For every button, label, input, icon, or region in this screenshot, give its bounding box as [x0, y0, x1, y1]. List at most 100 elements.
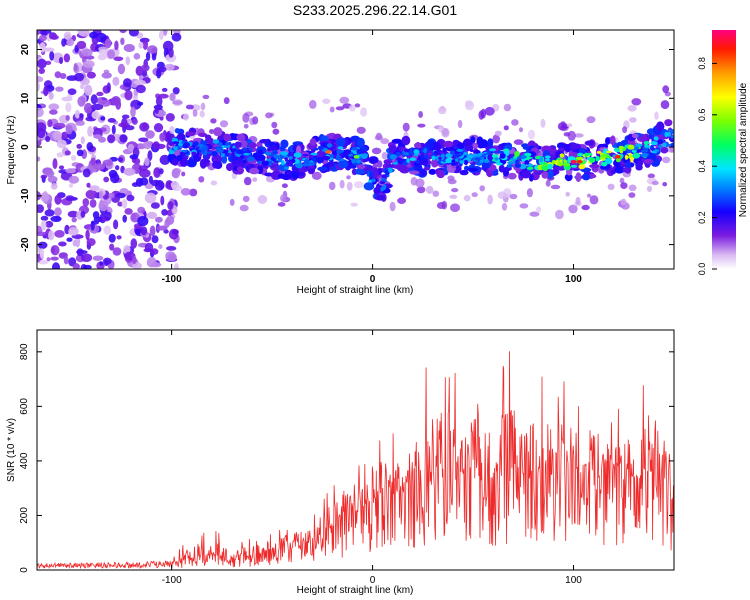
spectrogram-blob — [103, 225, 112, 235]
spectrogram-blob — [130, 238, 138, 249]
spectrogram-core-blob — [421, 159, 429, 166]
spectrogram-ridge-blob — [198, 132, 208, 137]
spectrogram-blob — [86, 182, 91, 188]
spectrogram-core-blob — [618, 145, 624, 150]
spectrogram-blob — [125, 56, 131, 66]
spectrogram-x-axis-label: Height of straight line (km) — [297, 285, 414, 296]
spectrogram-core-blob — [398, 158, 406, 162]
spectrogram-core-blob — [515, 159, 519, 165]
spectrogram-blob — [339, 179, 345, 189]
spectrogram-blob — [115, 165, 120, 171]
spectrogram-core-blob — [348, 153, 354, 157]
spectrogram-core-blob — [653, 136, 659, 142]
spectrogram-ridge-blob — [248, 142, 257, 149]
spectrogram-core-blob — [265, 151, 272, 156]
spectrogram-core-blob — [369, 171, 374, 178]
spectrogram-core-blob — [225, 141, 229, 146]
spectrogram-blob — [76, 143, 82, 149]
spectrogram-blob — [46, 257, 51, 262]
spectrogram-blob — [66, 38, 75, 47]
spectrogram-blob — [102, 159, 113, 167]
spectrogram-blob — [128, 30, 139, 37]
spectrogram-y-tick-label: -10 — [20, 188, 31, 203]
spectrogram-blob — [112, 76, 120, 86]
spectrogram-core-blob — [627, 144, 635, 150]
spectrogram-core-blob — [245, 150, 252, 154]
spectrogram-core-blob — [172, 141, 180, 145]
spectrogram-ridge-blob — [564, 173, 573, 182]
spectrogram-blob — [97, 54, 107, 61]
colorbar-ticks: 0.0 0.2 0.4 0.6 0.8 — [697, 57, 717, 275]
snr-x-axis-label: Height of straight line (km) — [297, 585, 414, 596]
spectrogram-blob — [540, 118, 546, 128]
spectrogram-ridge-blob — [255, 154, 266, 161]
spectrogram-ridge-blob — [375, 194, 385, 201]
spectrogram-blob — [132, 256, 137, 265]
spectrogram-core-blob — [479, 159, 484, 164]
spectrogram-core-blob — [280, 151, 289, 156]
spectrogram-blob — [252, 177, 258, 182]
spectrogram-y-tick-label: 10 — [20, 92, 31, 104]
spectrogram-blob — [158, 244, 163, 250]
spectrogram-ridge-blob — [614, 166, 625, 174]
spectrogram-blob — [167, 253, 177, 262]
spectrogram-blob — [200, 102, 206, 111]
spectrogram-blob — [142, 122, 147, 130]
spectrogram-blob — [107, 118, 116, 123]
spectrogram-blob — [37, 81, 40, 92]
spectrogram-blob — [163, 229, 169, 234]
spectrogram-blob — [376, 160, 383, 168]
spectrogram-core-blob — [473, 149, 481, 154]
spectrogram-blob — [151, 53, 157, 61]
spectrogram-blob — [161, 209, 168, 216]
spectrogram-core-blob — [283, 166, 289, 170]
spectrogram-core-blob — [526, 166, 534, 170]
spectrogram-blob — [265, 112, 273, 119]
spectrogram-core-blob — [615, 158, 621, 163]
spectrogram-x-tick-label: 100 — [565, 274, 582, 285]
spectrogram-core-blob — [614, 147, 619, 152]
spectrogram-blob — [545, 179, 551, 187]
spectrogram-core-blob — [547, 163, 553, 170]
spectrogram-ridge-blob — [589, 164, 600, 169]
spectrogram-ridge-blob — [584, 140, 595, 146]
spectrogram-blob — [140, 226, 148, 236]
spectrogram-blob — [43, 85, 49, 97]
spectrogram-blob — [65, 115, 70, 121]
spectrogram-blob — [60, 131, 69, 141]
spectrogram-blob — [166, 246, 177, 251]
spectrogram-blob — [381, 152, 388, 160]
spectrogram-core-blob — [261, 160, 269, 166]
spectrogram-core-blob — [200, 140, 208, 145]
spectrogram-core-blob — [601, 161, 608, 167]
spectrogram-core-blob — [224, 144, 231, 148]
spectrogram-blob — [100, 99, 111, 107]
spectrogram-blob — [103, 176, 110, 183]
spectrogram-ridge-blob — [409, 170, 420, 175]
spectrogram-blob — [169, 92, 176, 102]
spectrogram-ridge-blob — [507, 172, 517, 180]
spectrogram-blob — [513, 139, 524, 145]
spectrogram-ridge-blob — [383, 159, 393, 165]
spectrogram-blob — [37, 231, 47, 237]
spectrogram-blob — [451, 188, 459, 193]
spectrogram-blob — [478, 110, 485, 120]
spectrogram-core-blob — [184, 142, 190, 147]
spectrogram-blob — [82, 198, 90, 207]
spectrogram-core-blob — [273, 154, 281, 159]
spectrogram-core-blob — [658, 143, 662, 150]
spectrogram-blob — [441, 127, 450, 138]
spectrogram-blob — [171, 229, 179, 235]
spectrogram-ridge-blob — [356, 164, 366, 170]
spectrogram-blob — [83, 84, 93, 96]
spectrogram-blob — [137, 206, 146, 214]
spectrogram-blob — [463, 194, 471, 202]
spectrogram-core-blob — [670, 135, 674, 139]
spectrogram-ridge-blob — [534, 171, 542, 176]
spectrogram-core-blob — [650, 141, 658, 146]
spectrogram-blob — [63, 256, 69, 265]
spectrogram-blob — [101, 72, 112, 79]
spectrogram-core-blob — [302, 153, 309, 157]
spectrogram-blob — [91, 110, 100, 120]
